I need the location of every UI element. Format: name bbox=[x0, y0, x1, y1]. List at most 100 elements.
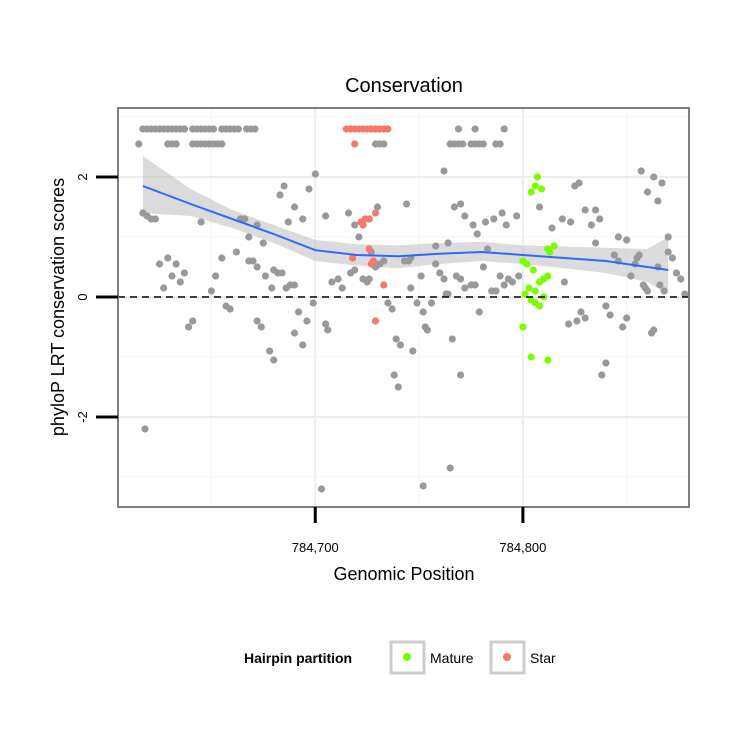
point-other-88 bbox=[278, 269, 286, 277]
point-mature-6 bbox=[546, 248, 554, 256]
point-other-209 bbox=[535, 203, 544, 211]
point-other-113 bbox=[396, 341, 404, 349]
point-mature-21 bbox=[527, 353, 535, 361]
point-other-223 bbox=[643, 188, 652, 196]
point-other-221 bbox=[623, 236, 631, 244]
point-other-75 bbox=[232, 248, 240, 256]
point-other-130 bbox=[457, 275, 465, 283]
point-other-217 bbox=[592, 239, 600, 247]
point-other-198 bbox=[440, 167, 448, 175]
point-other-61 bbox=[160, 284, 168, 292]
point-other-31 bbox=[135, 140, 143, 148]
point-other-189 bbox=[355, 233, 363, 241]
point-other-63 bbox=[168, 272, 176, 280]
point-star-15 bbox=[365, 215, 373, 223]
point-other-95 bbox=[303, 317, 311, 325]
point-other-193 bbox=[394, 383, 402, 391]
point-other-85 bbox=[268, 284, 276, 292]
x-tick-label-1: 784,800 bbox=[499, 540, 546, 555]
point-star-20 bbox=[367, 260, 375, 268]
point-other-153 bbox=[606, 311, 614, 319]
plot-panel bbox=[118, 108, 689, 507]
legend-label-star: Star bbox=[530, 650, 556, 666]
point-other-191 bbox=[373, 203, 382, 211]
point-other-196 bbox=[419, 308, 427, 316]
point-other-71 bbox=[212, 272, 220, 280]
point-mature-3 bbox=[538, 185, 546, 193]
point-other-225 bbox=[654, 197, 662, 205]
point-other-215 bbox=[581, 206, 589, 214]
point-other-207 bbox=[498, 209, 506, 217]
point-other-186 bbox=[322, 212, 330, 220]
point-other-182 bbox=[290, 203, 299, 211]
point-other-55 bbox=[496, 140, 504, 148]
point-other-211 bbox=[558, 215, 566, 223]
point-other-151 bbox=[596, 215, 604, 223]
point-other-119 bbox=[417, 272, 425, 280]
point-other-145 bbox=[560, 278, 569, 286]
point-other-93 bbox=[295, 308, 303, 316]
point-other-28 bbox=[454, 125, 463, 133]
point-other-152 bbox=[602, 302, 610, 310]
point-other-201 bbox=[457, 200, 465, 208]
point-other-84 bbox=[266, 347, 274, 355]
point-other-204 bbox=[473, 230, 481, 238]
point-other-168 bbox=[656, 281, 664, 289]
point-other-206 bbox=[490, 215, 498, 223]
point-other-121 bbox=[423, 326, 431, 334]
point-other-173 bbox=[677, 275, 685, 283]
point-other-112 bbox=[392, 335, 400, 343]
point-other-232 bbox=[457, 371, 465, 379]
point-other-222 bbox=[637, 167, 645, 175]
point-other-122 bbox=[427, 299, 436, 307]
point-other-24 bbox=[251, 125, 259, 133]
point-other-148 bbox=[577, 308, 585, 316]
point-other-92 bbox=[290, 281, 299, 289]
point-other-66 bbox=[180, 269, 188, 277]
point-other-231 bbox=[446, 464, 454, 472]
point-star-11 bbox=[351, 140, 359, 148]
point-other-83 bbox=[261, 272, 269, 280]
point-other-154 bbox=[610, 251, 618, 259]
point-other-139 bbox=[496, 272, 504, 280]
chart-title: Conservation bbox=[345, 75, 463, 97]
point-other-229 bbox=[317, 485, 326, 493]
point-other-205 bbox=[481, 218, 490, 226]
point-other-179 bbox=[276, 191, 284, 199]
point-other-210 bbox=[548, 224, 556, 232]
point-mature-11 bbox=[544, 272, 552, 280]
point-other-91 bbox=[290, 329, 299, 337]
point-other-227 bbox=[664, 233, 672, 241]
point-other-169 bbox=[660, 287, 668, 295]
point-other-74 bbox=[226, 305, 234, 313]
point-other-226 bbox=[658, 179, 666, 187]
point-other-183 bbox=[299, 215, 307, 223]
smooth-line bbox=[142, 185, 669, 271]
point-other-59 bbox=[151, 215, 159, 223]
point-other-127 bbox=[444, 290, 452, 298]
point-other-65 bbox=[176, 278, 184, 286]
point-other-192 bbox=[390, 371, 398, 379]
point-other-30 bbox=[500, 125, 508, 133]
point-other-138 bbox=[492, 287, 500, 295]
point-mature-12 bbox=[535, 278, 544, 286]
point-other-118 bbox=[413, 299, 421, 307]
legend-dot-star bbox=[503, 653, 511, 661]
point-mature-14 bbox=[531, 287, 539, 295]
point-other-133 bbox=[471, 281, 479, 289]
point-other-187 bbox=[344, 209, 353, 217]
point-other-212 bbox=[567, 218, 575, 226]
point-other-146 bbox=[565, 320, 573, 328]
point-other-77 bbox=[241, 215, 249, 223]
point-other-60 bbox=[155, 260, 164, 268]
point-star-22 bbox=[371, 317, 380, 325]
point-other-161 bbox=[635, 251, 643, 259]
point-other-70 bbox=[207, 287, 215, 295]
point-mature-8 bbox=[523, 260, 531, 268]
point-other-97 bbox=[322, 320, 330, 328]
point-other-72 bbox=[218, 254, 226, 262]
confidence-ribbon bbox=[142, 156, 669, 294]
point-star-10 bbox=[384, 125, 392, 133]
